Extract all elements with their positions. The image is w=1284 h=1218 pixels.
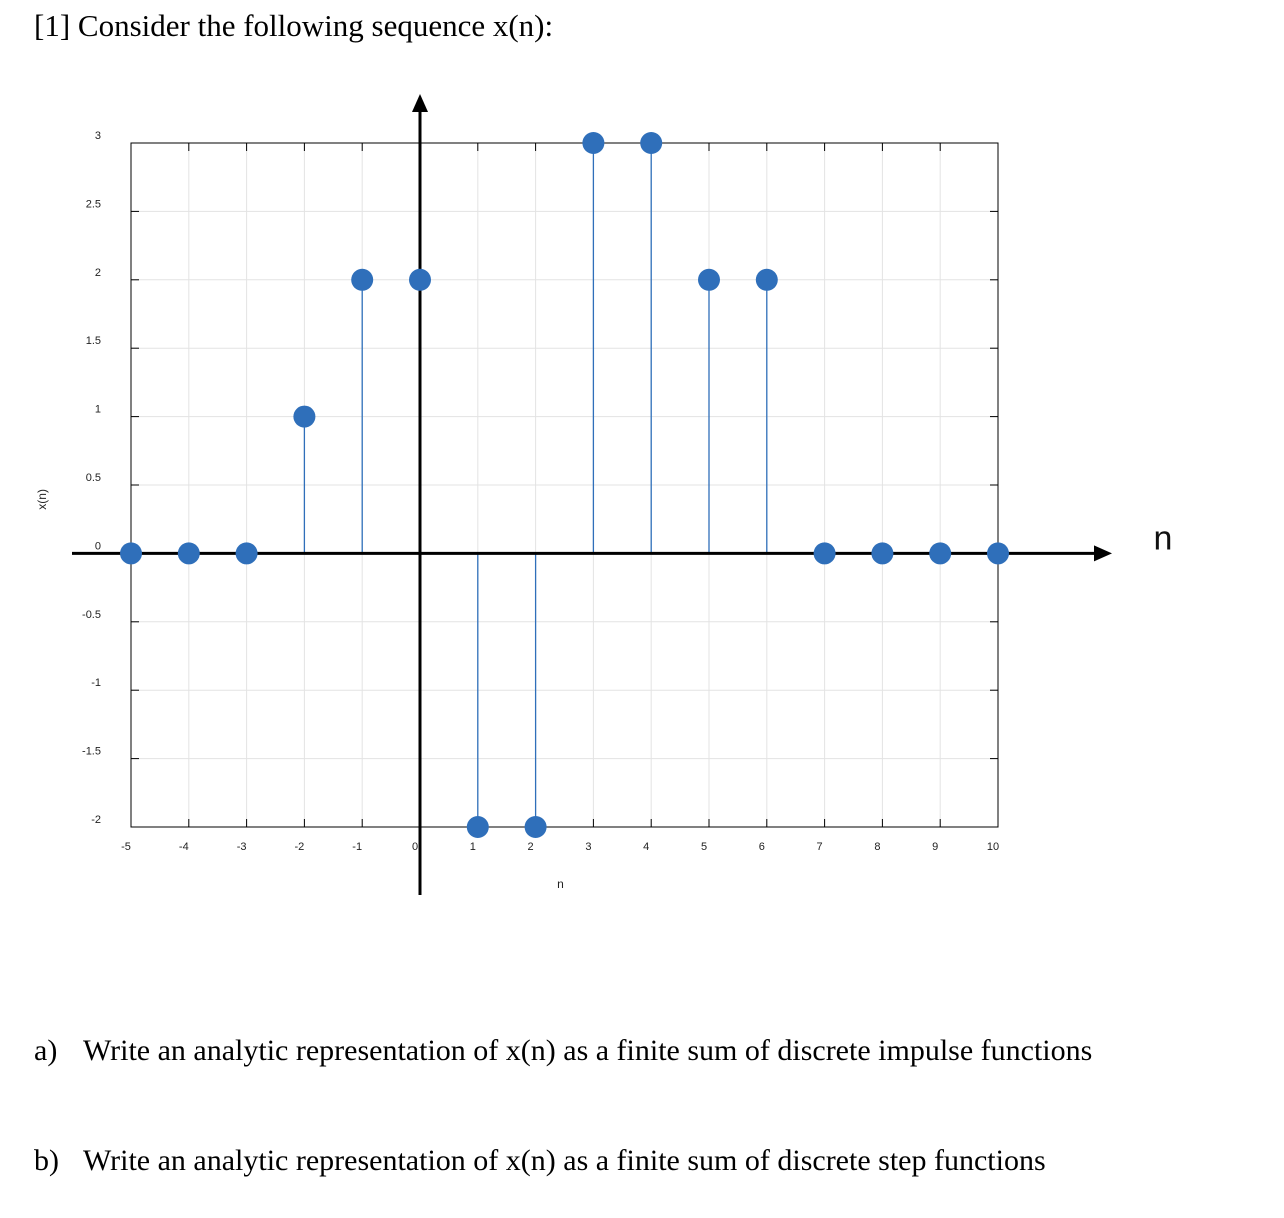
x-tick-label: 8 <box>874 841 880 853</box>
x-tick-label: 2 <box>528 841 534 853</box>
y-axis-label: x(n) <box>35 489 49 510</box>
y-tick-label: 2.5 <box>86 198 101 210</box>
x-tick-label: -1 <box>352 841 362 853</box>
stem-markers <box>120 132 1009 838</box>
x-tick-label: 9 <box>932 841 938 853</box>
x-tick-label: 10 <box>987 841 999 853</box>
y-tick-label: -0.5 <box>82 609 101 621</box>
stem-marker <box>929 542 952 565</box>
x-tick-label: -5 <box>121 841 131 853</box>
y-tick-label: 2 <box>95 267 101 279</box>
part-a-text: Write an analytic representation of x(n)… <box>83 1034 1093 1067</box>
overlay-axis-label-n: n <box>1154 519 1173 557</box>
question-heading: [1] Consider the following sequence x(n)… <box>34 8 554 43</box>
stem-marker <box>755 268 778 291</box>
x-tick-label: -2 <box>295 841 305 853</box>
part-a-marker: a) <box>34 1034 58 1067</box>
stem-marker <box>120 542 142 565</box>
x-tick-label: -3 <box>237 841 247 853</box>
y-tick-label: 3 <box>95 130 101 142</box>
stem-plot: -5 -4 -3 -2 -1 0 1 2 3 4 5 6 7 8 9 10 3 2.5 2 1.5 1 0.5 0 -0.5 -… <box>35 94 1173 895</box>
grid-lines <box>130 142 999 828</box>
y-tick-label: 0 <box>95 540 101 552</box>
x-tick-label: 6 <box>759 841 765 853</box>
x-tick-label: 7 <box>817 841 823 853</box>
stem-marker <box>987 542 1009 565</box>
y-tick-label: -1.5 <box>82 746 101 758</box>
stem-marker <box>813 542 836 565</box>
x-axis-label: n <box>557 877 564 891</box>
stem-marker <box>293 405 316 428</box>
x-tick-label: -4 <box>179 841 189 853</box>
y-tick-label: -1 <box>91 677 101 689</box>
stem-marker <box>524 816 547 838</box>
stem-marker <box>466 816 489 838</box>
horizontal-axis-arrow <box>1094 545 1112 562</box>
stem-marker <box>640 132 663 154</box>
x-tick-label: 1 <box>470 841 476 853</box>
stem-marker <box>582 132 605 154</box>
x-tick-label: 0 <box>412 841 418 853</box>
part-b-marker: b) <box>34 1144 59 1177</box>
y-tick-label: -2 <box>91 814 101 826</box>
y-tick-label: 1 <box>95 404 101 416</box>
y-tick-label: 1.5 <box>86 335 101 347</box>
x-tick-label: 4 <box>643 841 649 853</box>
tick-labels: -5 -4 -3 -2 -1 0 1 2 3 4 5 6 7 8 9 10 3 2.5 2 1.5 1 0.5 0 -0.5 -… <box>82 130 999 853</box>
x-tick-label: 5 <box>701 841 707 853</box>
stem-marker <box>351 268 374 291</box>
stem-marker <box>235 542 258 565</box>
y-tick-label: 0.5 <box>86 472 101 484</box>
stem-marker <box>698 268 720 291</box>
vertical-axis-arrow <box>412 94 428 112</box>
stem-marker <box>177 542 200 565</box>
x-tick-label: 3 <box>585 841 591 853</box>
stem-marker <box>409 268 431 291</box>
part-b-text: Write an analytic representation of x(n)… <box>83 1144 1046 1177</box>
stem-marker <box>871 542 894 565</box>
overlay-axes <box>72 94 1112 895</box>
